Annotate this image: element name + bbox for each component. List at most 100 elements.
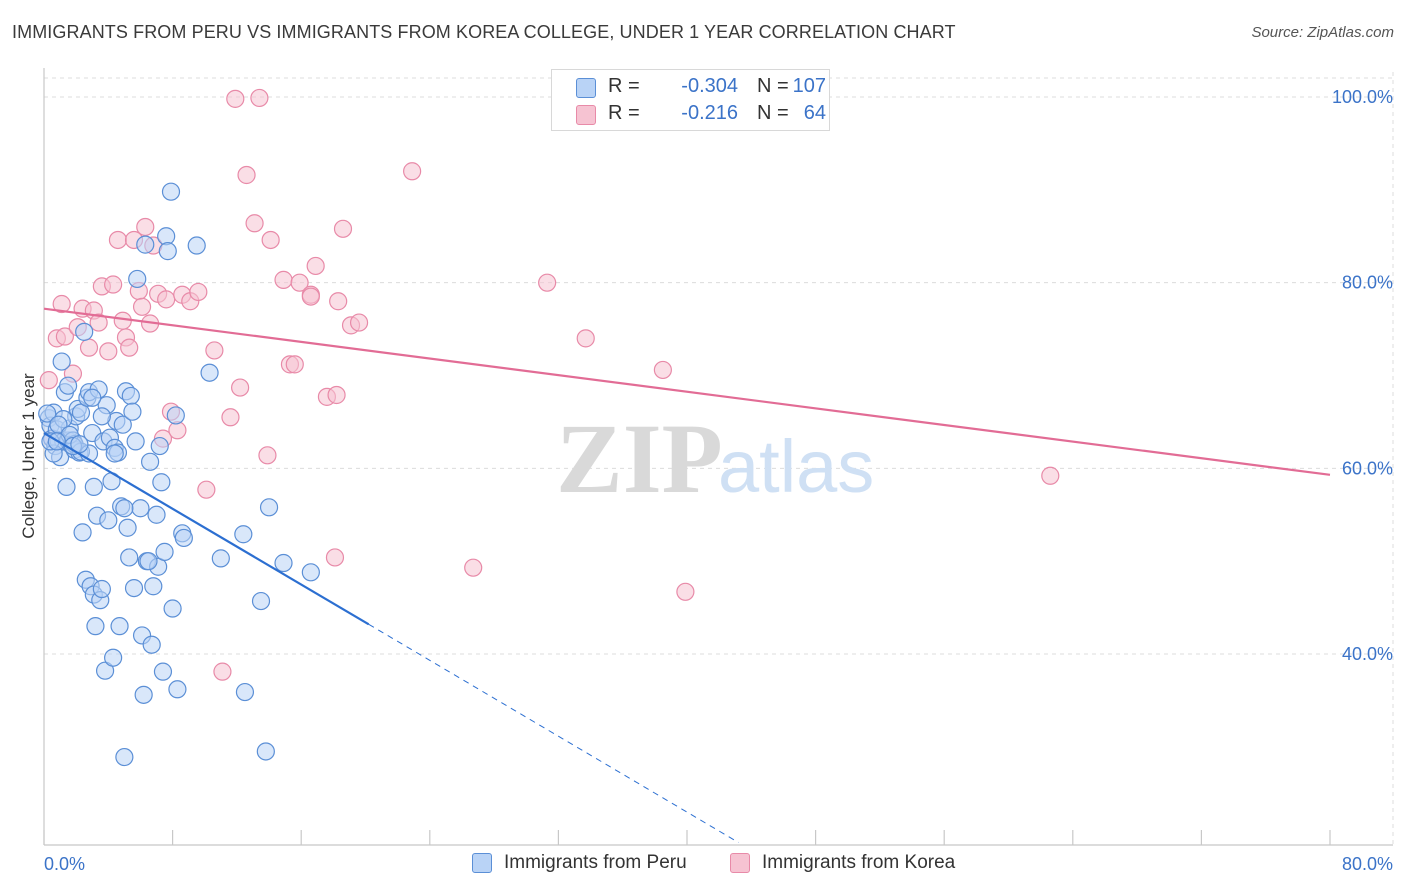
peru-point — [38, 404, 57, 423]
peru-point — [126, 432, 145, 451]
peru-point — [123, 402, 142, 421]
peru-point — [73, 523, 92, 542]
korea-point — [108, 230, 128, 250]
korea-point — [325, 548, 345, 567]
peru-point — [113, 415, 132, 434]
peru-point — [259, 498, 279, 517]
legend-n-value-peru: 107 — [792, 75, 826, 97]
peru-point — [174, 528, 193, 548]
korea-point — [226, 89, 245, 108]
korea-point — [285, 355, 304, 374]
peru-point — [140, 452, 160, 471]
peru-point — [152, 473, 171, 492]
peru-point — [301, 563, 320, 582]
legend-row-peru: R = -0.304 N = 107 — [576, 75, 826, 101]
y-tick-label: 100.0% — [1332, 87, 1393, 107]
peru-point — [52, 352, 71, 371]
trend-lines — [43, 307, 1331, 843]
korea-trend-line — [43, 307, 1331, 476]
peru-point — [99, 511, 118, 530]
peru-swatch — [576, 78, 596, 98]
legend-r-value-korea: -0.216 — [681, 102, 738, 124]
peru-point — [134, 685, 153, 704]
korea-point — [576, 329, 595, 348]
korea-point — [403, 162, 422, 181]
korea-point — [197, 480, 216, 499]
peru-point — [124, 578, 144, 598]
korea-point — [653, 360, 672, 380]
peru-point — [234, 525, 253, 544]
peru-point — [144, 577, 163, 596]
legend-n-value-korea: 64 — [803, 102, 826, 124]
peru-point — [110, 617, 129, 636]
peru-point — [142, 635, 161, 654]
chart-title: IMMIGRANTS FROM PERU VS IMMIGRANTS FROM … — [12, 22, 956, 42]
y-tick-label: 80.0% — [1342, 273, 1393, 293]
legend-r-label: R = — [608, 75, 640, 97]
korea-point — [329, 292, 348, 311]
peru-point — [147, 505, 166, 524]
peru-series — [38, 182, 320, 767]
legend-row-korea: R = -0.216 N = 64 — [576, 102, 826, 128]
korea-point — [245, 214, 264, 233]
peru-trend-line — [43, 432, 370, 626]
korea-point — [231, 378, 250, 397]
peru-point — [121, 386, 140, 406]
peru-point — [105, 444, 124, 463]
korea-point — [205, 341, 224, 360]
korea-point — [258, 446, 277, 465]
peru-point — [83, 388, 102, 407]
peru-point — [84, 477, 103, 496]
y-tick-label: 40.0% — [1342, 644, 1393, 664]
peru-point — [211, 549, 230, 568]
korea-point — [89, 313, 108, 332]
korea-point — [290, 273, 309, 292]
peru-point — [136, 235, 155, 254]
peru-point — [120, 548, 139, 567]
korea-point — [52, 294, 71, 314]
korea-point — [237, 165, 256, 185]
korea-point — [676, 582, 695, 601]
peru-point — [128, 269, 147, 289]
peru-trend-extension — [368, 623, 739, 843]
legend-label-peru: Immigrants from Peru — [504, 852, 687, 873]
peru-point — [158, 242, 177, 261]
watermark-zip: ZIP — [556, 403, 723, 514]
korea-point — [306, 256, 325, 276]
peru-point — [118, 518, 137, 537]
axes — [43, 68, 1393, 846]
korea-point — [39, 371, 58, 390]
korea-point — [1041, 466, 1060, 485]
x-tick-label-min: 0.0% — [44, 854, 85, 874]
korea-point — [104, 275, 123, 294]
peru-point — [155, 542, 174, 561]
peru-point — [187, 236, 206, 255]
peru-point — [92, 579, 111, 599]
peru-point — [251, 591, 271, 611]
peru-point — [75, 322, 94, 341]
tick-labels: 40.0% 60.0% 80.0% 100.0% 0.0% 80.0% — [44, 87, 1393, 874]
peru-point — [115, 747, 134, 767]
source-credit: Source: ZipAtlas.com — [1251, 24, 1394, 41]
peru-point — [153, 662, 173, 681]
watermark-atlas: atlas — [718, 425, 874, 508]
peru-point — [92, 407, 111, 426]
x-tick-label-max: 80.0% — [1342, 854, 1393, 874]
korea-point — [250, 88, 269, 108]
legend-n-label: N = — [757, 102, 789, 124]
peru-point — [59, 376, 78, 395]
korea-point — [55, 327, 74, 346]
peru-legend-swatch — [472, 853, 492, 873]
peru-point — [57, 477, 76, 496]
legend-label-korea: Immigrants from Korea — [762, 852, 956, 873]
korea-point — [189, 282, 208, 302]
peru-point — [139, 552, 158, 571]
korea-point — [120, 338, 139, 357]
korea-point — [464, 558, 483, 577]
peru-point — [131, 499, 150, 518]
peru-point — [115, 499, 134, 518]
peru-point — [86, 617, 105, 636]
korea-point — [79, 338, 99, 357]
watermark: ZIP atlas — [556, 403, 874, 514]
peru-point — [256, 742, 275, 761]
